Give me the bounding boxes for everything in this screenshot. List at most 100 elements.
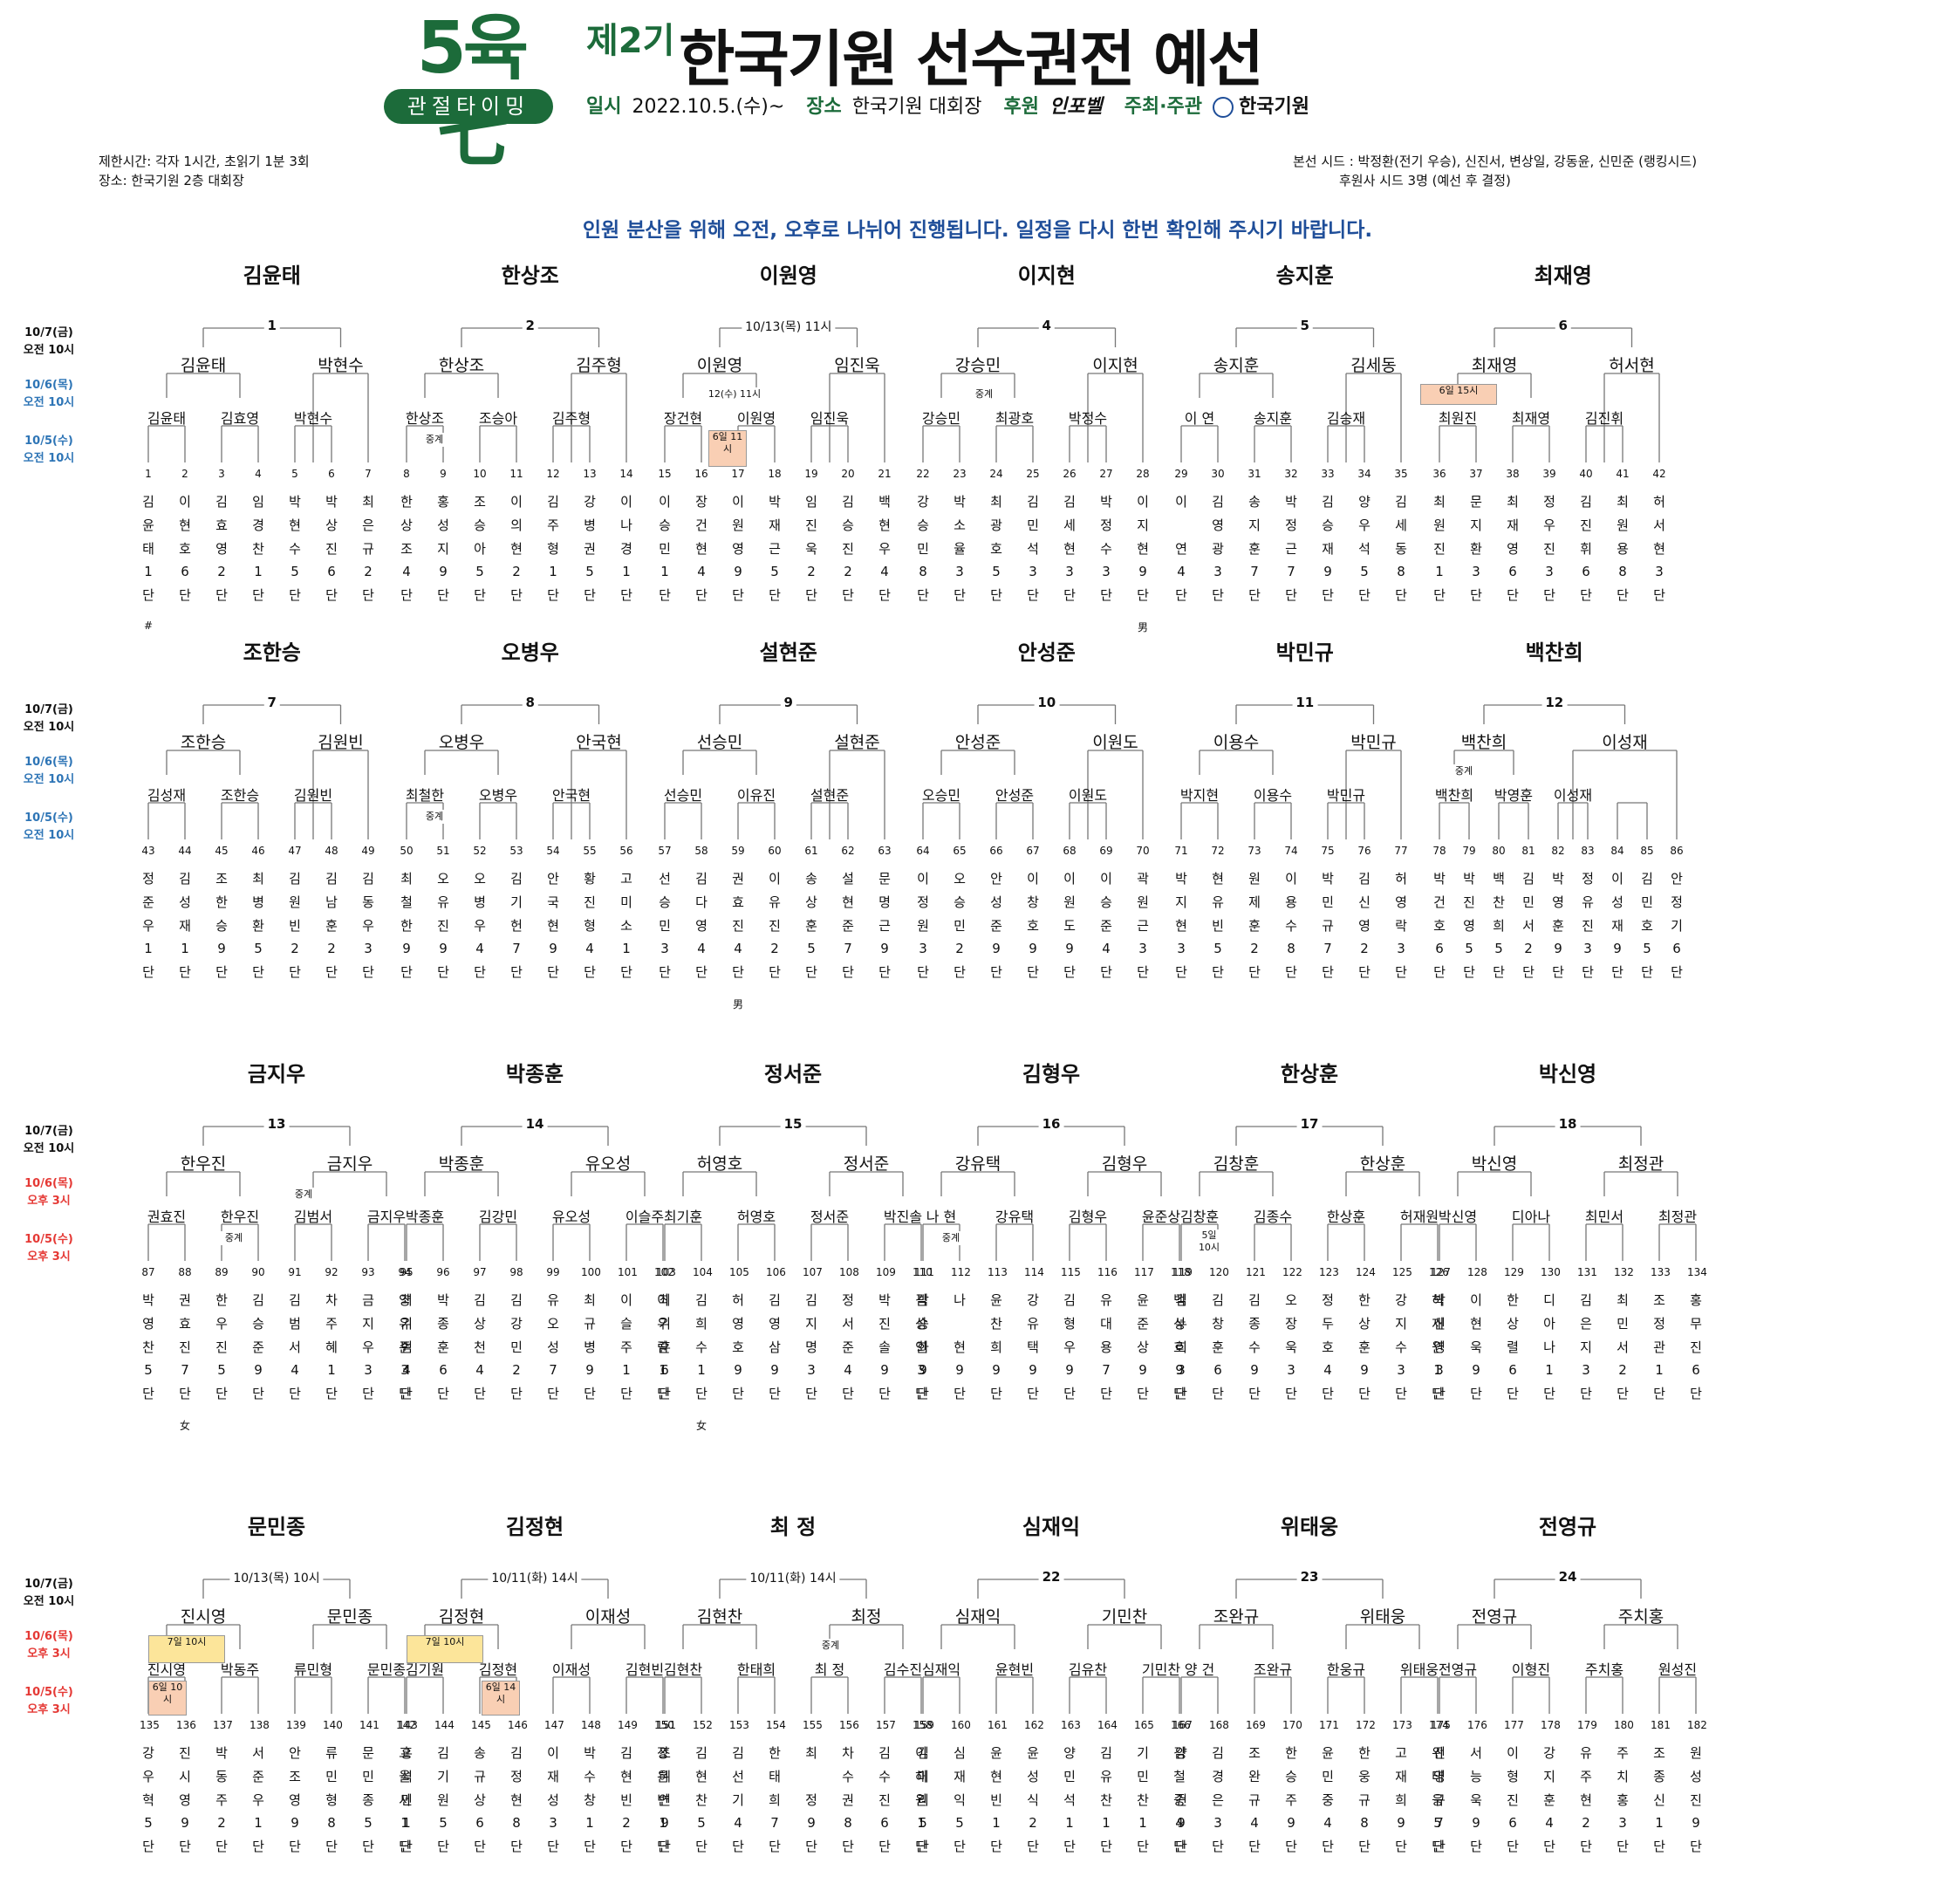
- player-name-char: 현: [1175, 918, 1187, 934]
- semifinal-name: 김현빈: [625, 1661, 665, 1678]
- player-name-char: 서: [1617, 1339, 1629, 1355]
- player-name-char: 삼: [769, 1339, 781, 1355]
- player-seed-number: 83: [1581, 845, 1595, 857]
- schedule-tag: 7일 10시: [148, 1635, 225, 1663]
- player-name-char: 현: [1137, 541, 1149, 557]
- dan-value: 2: [217, 564, 226, 579]
- player-name-char: 렬: [1507, 1339, 1519, 1355]
- finalist-name: 강유택: [954, 1154, 1001, 1174]
- host-logo-icon: [1213, 97, 1234, 118]
- player-seed-number: 132: [1614, 1266, 1634, 1278]
- player-name-char: 승: [474, 517, 486, 533]
- player-name-char: 주: [620, 1339, 632, 1355]
- player-name-char: 성: [179, 894, 191, 910]
- schedule-time: 오후 3시: [27, 1250, 71, 1264]
- dan-value: 4: [697, 564, 706, 579]
- dan-value: 9: [181, 1815, 189, 1831]
- player-seed-number: 161: [988, 1719, 1008, 1731]
- semifinal-name: 오병우: [478, 787, 518, 804]
- player-name-char: 창: [584, 1792, 596, 1808]
- player-name-char: 박: [878, 1292, 891, 1308]
- player-name-char: 범: [400, 1339, 413, 1355]
- player-seed-number: 165: [1134, 1719, 1154, 1731]
- player-name-char: 의: [510, 517, 523, 533]
- player-seed-number: 33: [1321, 468, 1335, 480]
- player-seed-number: 57: [658, 845, 672, 857]
- finalist-name: 이성재: [1602, 733, 1648, 752]
- semifinal-name: 박민규: [1326, 787, 1366, 804]
- player-seed-number: 63: [878, 845, 892, 857]
- player-seed-number: 121: [1246, 1266, 1266, 1278]
- finalist-name: 송지훈: [1213, 356, 1260, 375]
- player-name-char: 김: [179, 871, 191, 887]
- player-name-char: 장: [1285, 1316, 1297, 1332]
- semifinal-name: 선승민: [663, 787, 703, 804]
- dan-unit: 단: [325, 1386, 338, 1401]
- player-seed-number: 22: [916, 468, 930, 480]
- finalist-name: 박신영: [1471, 1154, 1518, 1174]
- semifinal-name: 박진솔: [883, 1209, 923, 1225]
- dan-value: 2: [1582, 1815, 1590, 1831]
- player-name-char: 민: [659, 918, 671, 934]
- player-seed-number: 52: [473, 845, 487, 857]
- player-name-char: 백: [1173, 1292, 1186, 1308]
- page-title: 한국기원 선수권전 예선: [679, 24, 1264, 95]
- dan-value: 9: [880, 941, 889, 956]
- semifinal-name: 김유찬: [1068, 1661, 1108, 1678]
- player-name-char: 박: [769, 494, 781, 510]
- dan-unit: 단: [399, 1839, 411, 1854]
- schedule-label: 10/5(수) 오후 3시: [0, 1231, 98, 1266]
- player-name-char: 규: [1358, 1792, 1371, 1808]
- schedule-day: 10/6(목): [24, 1630, 73, 1643]
- player-name-char: 김: [1580, 1292, 1592, 1308]
- player-seed-number: 97: [473, 1266, 487, 1278]
- player-name-char: 우: [252, 1792, 264, 1808]
- schedule-day: 10/7(금): [24, 326, 73, 339]
- player-seed-number: 152: [693, 1719, 713, 1731]
- dan-unit: 단: [657, 1839, 669, 1854]
- dan-unit: 단: [1322, 964, 1334, 980]
- dan-value: 4: [1177, 564, 1186, 579]
- player-name-char: 양: [1063, 1745, 1076, 1761]
- player-name-char: 승: [659, 517, 671, 533]
- dan-unit: 단: [1137, 1839, 1149, 1854]
- bracket-band: 10/7(금) 오전 10시 10/6(목) 오전 10시 10/5(수) 오전 10시 김…: [0, 264, 1955, 646]
- dan-unit: 단: [1100, 587, 1112, 603]
- player-seed-number: 24: [989, 468, 1003, 480]
- dan-unit: 단: [547, 587, 559, 603]
- finalist-name: 안국현: [576, 733, 622, 752]
- dan-value: 5: [1494, 941, 1503, 956]
- dan-value: 3: [364, 1362, 373, 1378]
- player-seed-number: 142: [396, 1719, 416, 1731]
- player-name-char: 현: [990, 1769, 1002, 1784]
- player-seed-number: 150: [654, 1719, 674, 1731]
- player-seed-number: 32: [1284, 468, 1298, 480]
- player-name-char: 진: [325, 541, 338, 557]
- player-seed-number: 122: [1282, 1266, 1302, 1278]
- semifinal-name: 송지훈: [1253, 410, 1293, 427]
- relay-tag: 중계: [967, 387, 1001, 401]
- player-name-char: 기: [732, 1792, 744, 1808]
- player-name-char: 휘: [1580, 541, 1592, 557]
- dan-unit: 단: [1027, 964, 1039, 980]
